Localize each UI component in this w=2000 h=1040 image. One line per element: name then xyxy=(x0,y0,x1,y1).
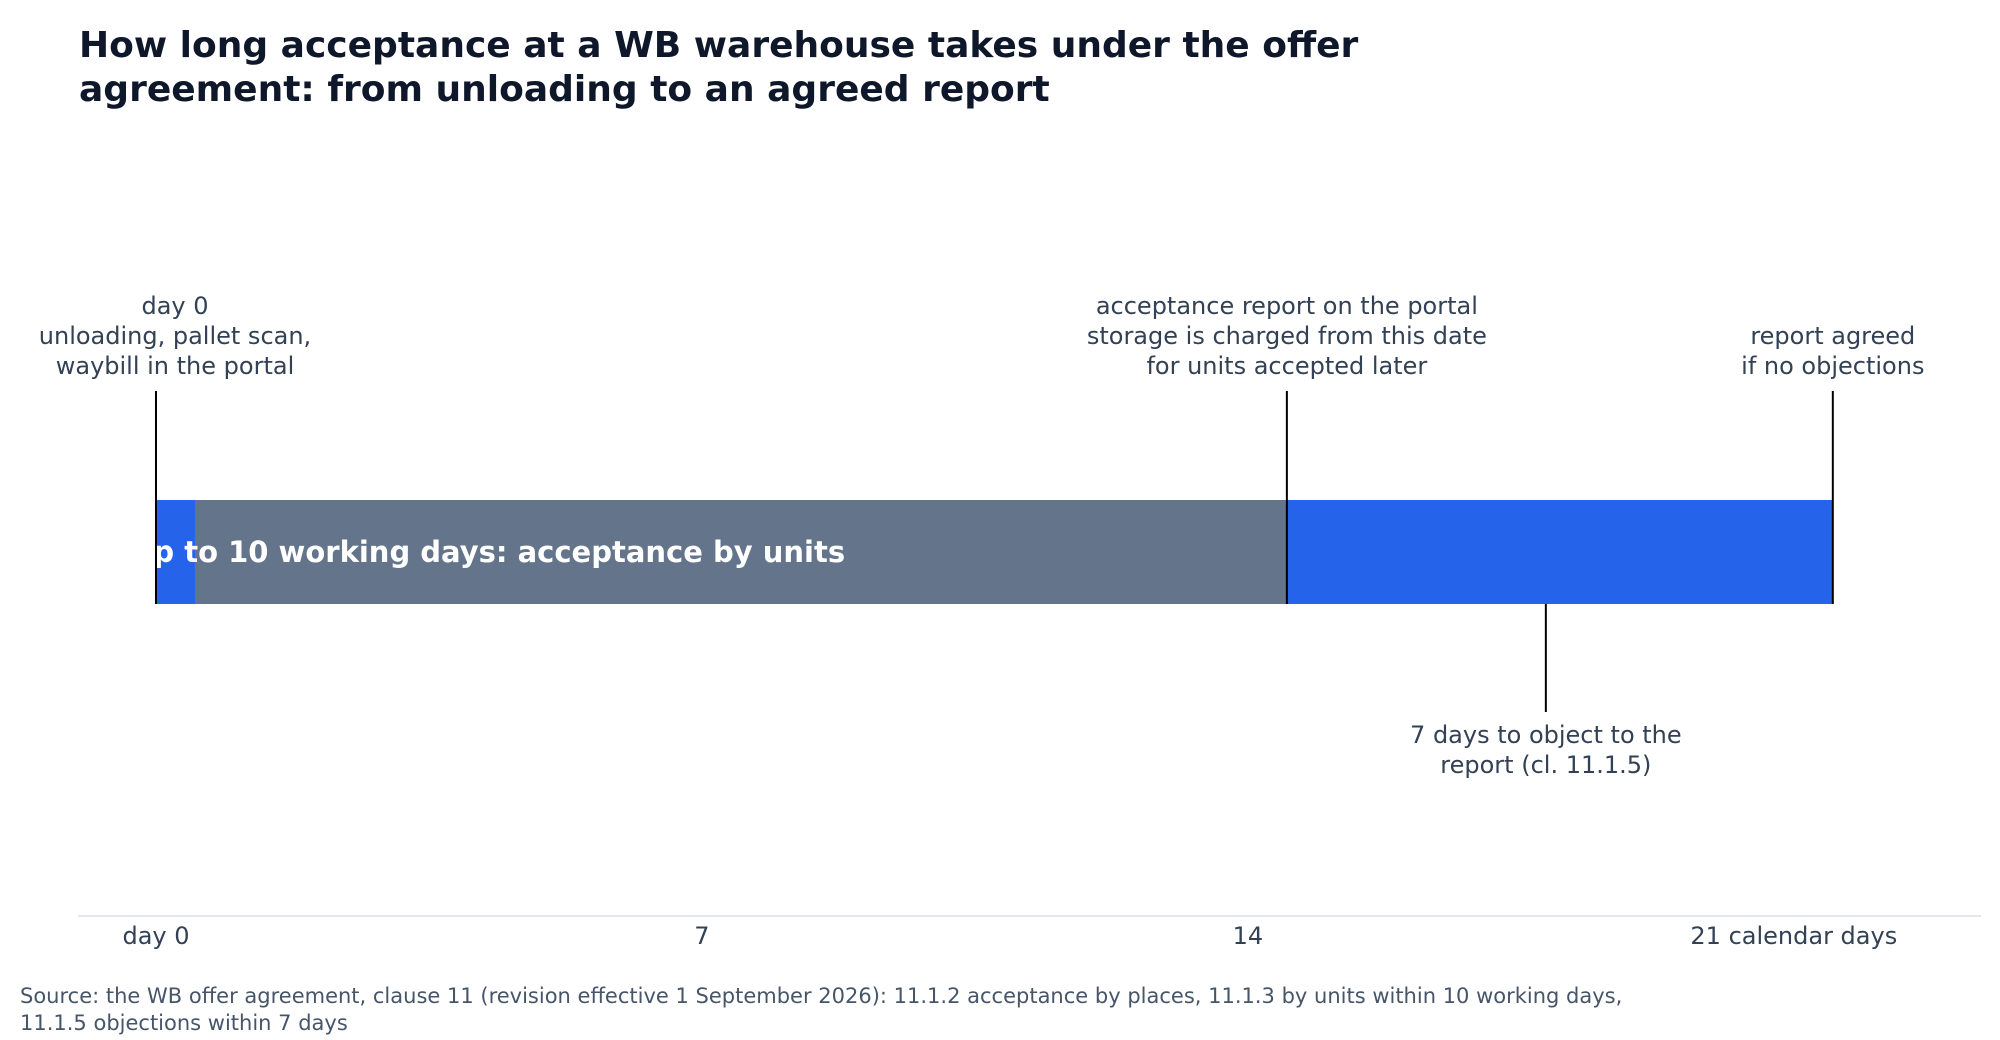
event-label-report-on-portal-line-3: for units accepted later xyxy=(1146,352,1427,380)
event-label-objection-window-line-2: report (cl. 11.1.5) xyxy=(1440,751,1651,779)
x-tick-label-2: 7 xyxy=(694,922,709,950)
chart-title-line-1: How long acceptance at a WB warehouse ta… xyxy=(79,25,1359,66)
x-tick-label-3: 14 xyxy=(1233,922,1264,950)
chart-title: How long acceptance at a WB warehouse ta… xyxy=(79,24,1579,112)
chart-title-line-2: agreement: from unloading to an agreed r… xyxy=(79,69,1050,110)
event-label-day-0-line-3: waybill in the portal xyxy=(56,352,295,380)
segment-objection-period xyxy=(1286,500,1833,604)
event-label-objection-window-line-1: 7 days to object to the xyxy=(1410,721,1682,749)
event-label-day-0-line-2: unloading, pallet scan, xyxy=(39,322,311,350)
event-label-day-0-line-1: day 0 xyxy=(141,292,208,320)
event-label-report-on-portal-line-1: acceptance report on the portal xyxy=(1096,292,1478,320)
x-tick-label-4: 21 calendar days xyxy=(1690,922,1897,950)
source-note-line-2: 11.1.5 objections within 7 days xyxy=(20,1011,348,1035)
event-label-report-agreed-line-2: if no objections xyxy=(1741,352,1924,380)
event-label-report-on-portal-line-2: storage is charged from this date xyxy=(1087,322,1487,350)
source-note: Source: the WB offer agreement, clause 1… xyxy=(20,983,1622,1037)
segment-day-0 xyxy=(155,500,195,604)
segment-label-acceptance-by-units: up to 10 working days: acceptance by uni… xyxy=(133,535,845,569)
segment-acceptance-by-units xyxy=(194,500,1287,604)
source-note-line-1: Source: the WB offer agreement, clause 1… xyxy=(20,984,1623,1008)
event-label-report-agreed-line-1: report agreed xyxy=(1750,322,1915,350)
x-tick-label-1: day 0 xyxy=(122,922,189,950)
